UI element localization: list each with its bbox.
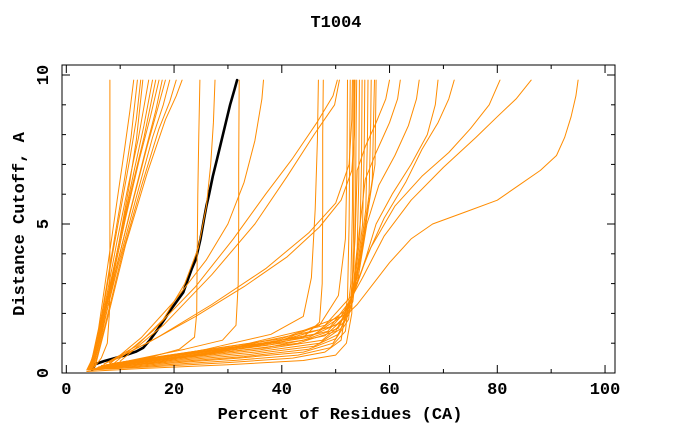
model-curve bbox=[103, 79, 420, 367]
model-curve bbox=[114, 79, 338, 364]
model-curve bbox=[89, 79, 166, 371]
x-axis-label: Percent of Residues (CA) bbox=[218, 406, 463, 425]
model-curve bbox=[100, 79, 401, 368]
x-tick-label: 60 bbox=[379, 381, 399, 400]
model-curve bbox=[108, 79, 455, 365]
model-curve bbox=[86, 79, 355, 372]
model-curve bbox=[101, 79, 377, 367]
x-tick-label: 0 bbox=[61, 381, 71, 400]
x-tick-label: 100 bbox=[590, 381, 621, 400]
model-curve bbox=[91, 79, 366, 370]
model-curve bbox=[98, 79, 390, 368]
model-curve bbox=[100, 79, 324, 367]
y-tick-label: 10 bbox=[35, 65, 54, 85]
model-curve bbox=[117, 79, 532, 364]
y-tick-label: 5 bbox=[35, 219, 54, 229]
model-curve bbox=[87, 79, 135, 371]
model-curve bbox=[90, 79, 142, 371]
plot-border bbox=[61, 64, 616, 374]
model-curve bbox=[108, 79, 353, 364]
model-curve bbox=[111, 79, 501, 364]
x-tick-label: 40 bbox=[272, 381, 292, 400]
model-curve bbox=[119, 79, 340, 362]
x-tick-label: 80 bbox=[487, 381, 507, 400]
model-curve bbox=[93, 79, 177, 368]
y-axis-label: Distance Cutoff, A bbox=[11, 131, 30, 315]
model-curve bbox=[90, 79, 348, 371]
model-curve bbox=[91, 79, 171, 369]
model-curve bbox=[90, 79, 354, 371]
model-curve bbox=[108, 79, 264, 365]
chart-title: T1004 bbox=[310, 14, 361, 33]
y-tick-label: 0 bbox=[35, 368, 54, 378]
reference-curve bbox=[90, 78, 239, 372]
model-curve bbox=[98, 79, 240, 368]
model-curve bbox=[88, 79, 363, 371]
model-curve bbox=[95, 79, 360, 369]
model-curve bbox=[87, 79, 351, 371]
model-curve bbox=[114, 79, 579, 365]
model-curve bbox=[92, 79, 111, 369]
model-curve bbox=[94, 79, 183, 367]
model-curve bbox=[95, 79, 201, 369]
model-curve bbox=[86, 79, 144, 371]
model-curve bbox=[92, 79, 358, 370]
x-tick-label: 20 bbox=[164, 381, 184, 400]
model-curve bbox=[93, 79, 369, 369]
plot-area: 0 20 40 60 80 100 0 5 10 bbox=[35, 64, 621, 400]
